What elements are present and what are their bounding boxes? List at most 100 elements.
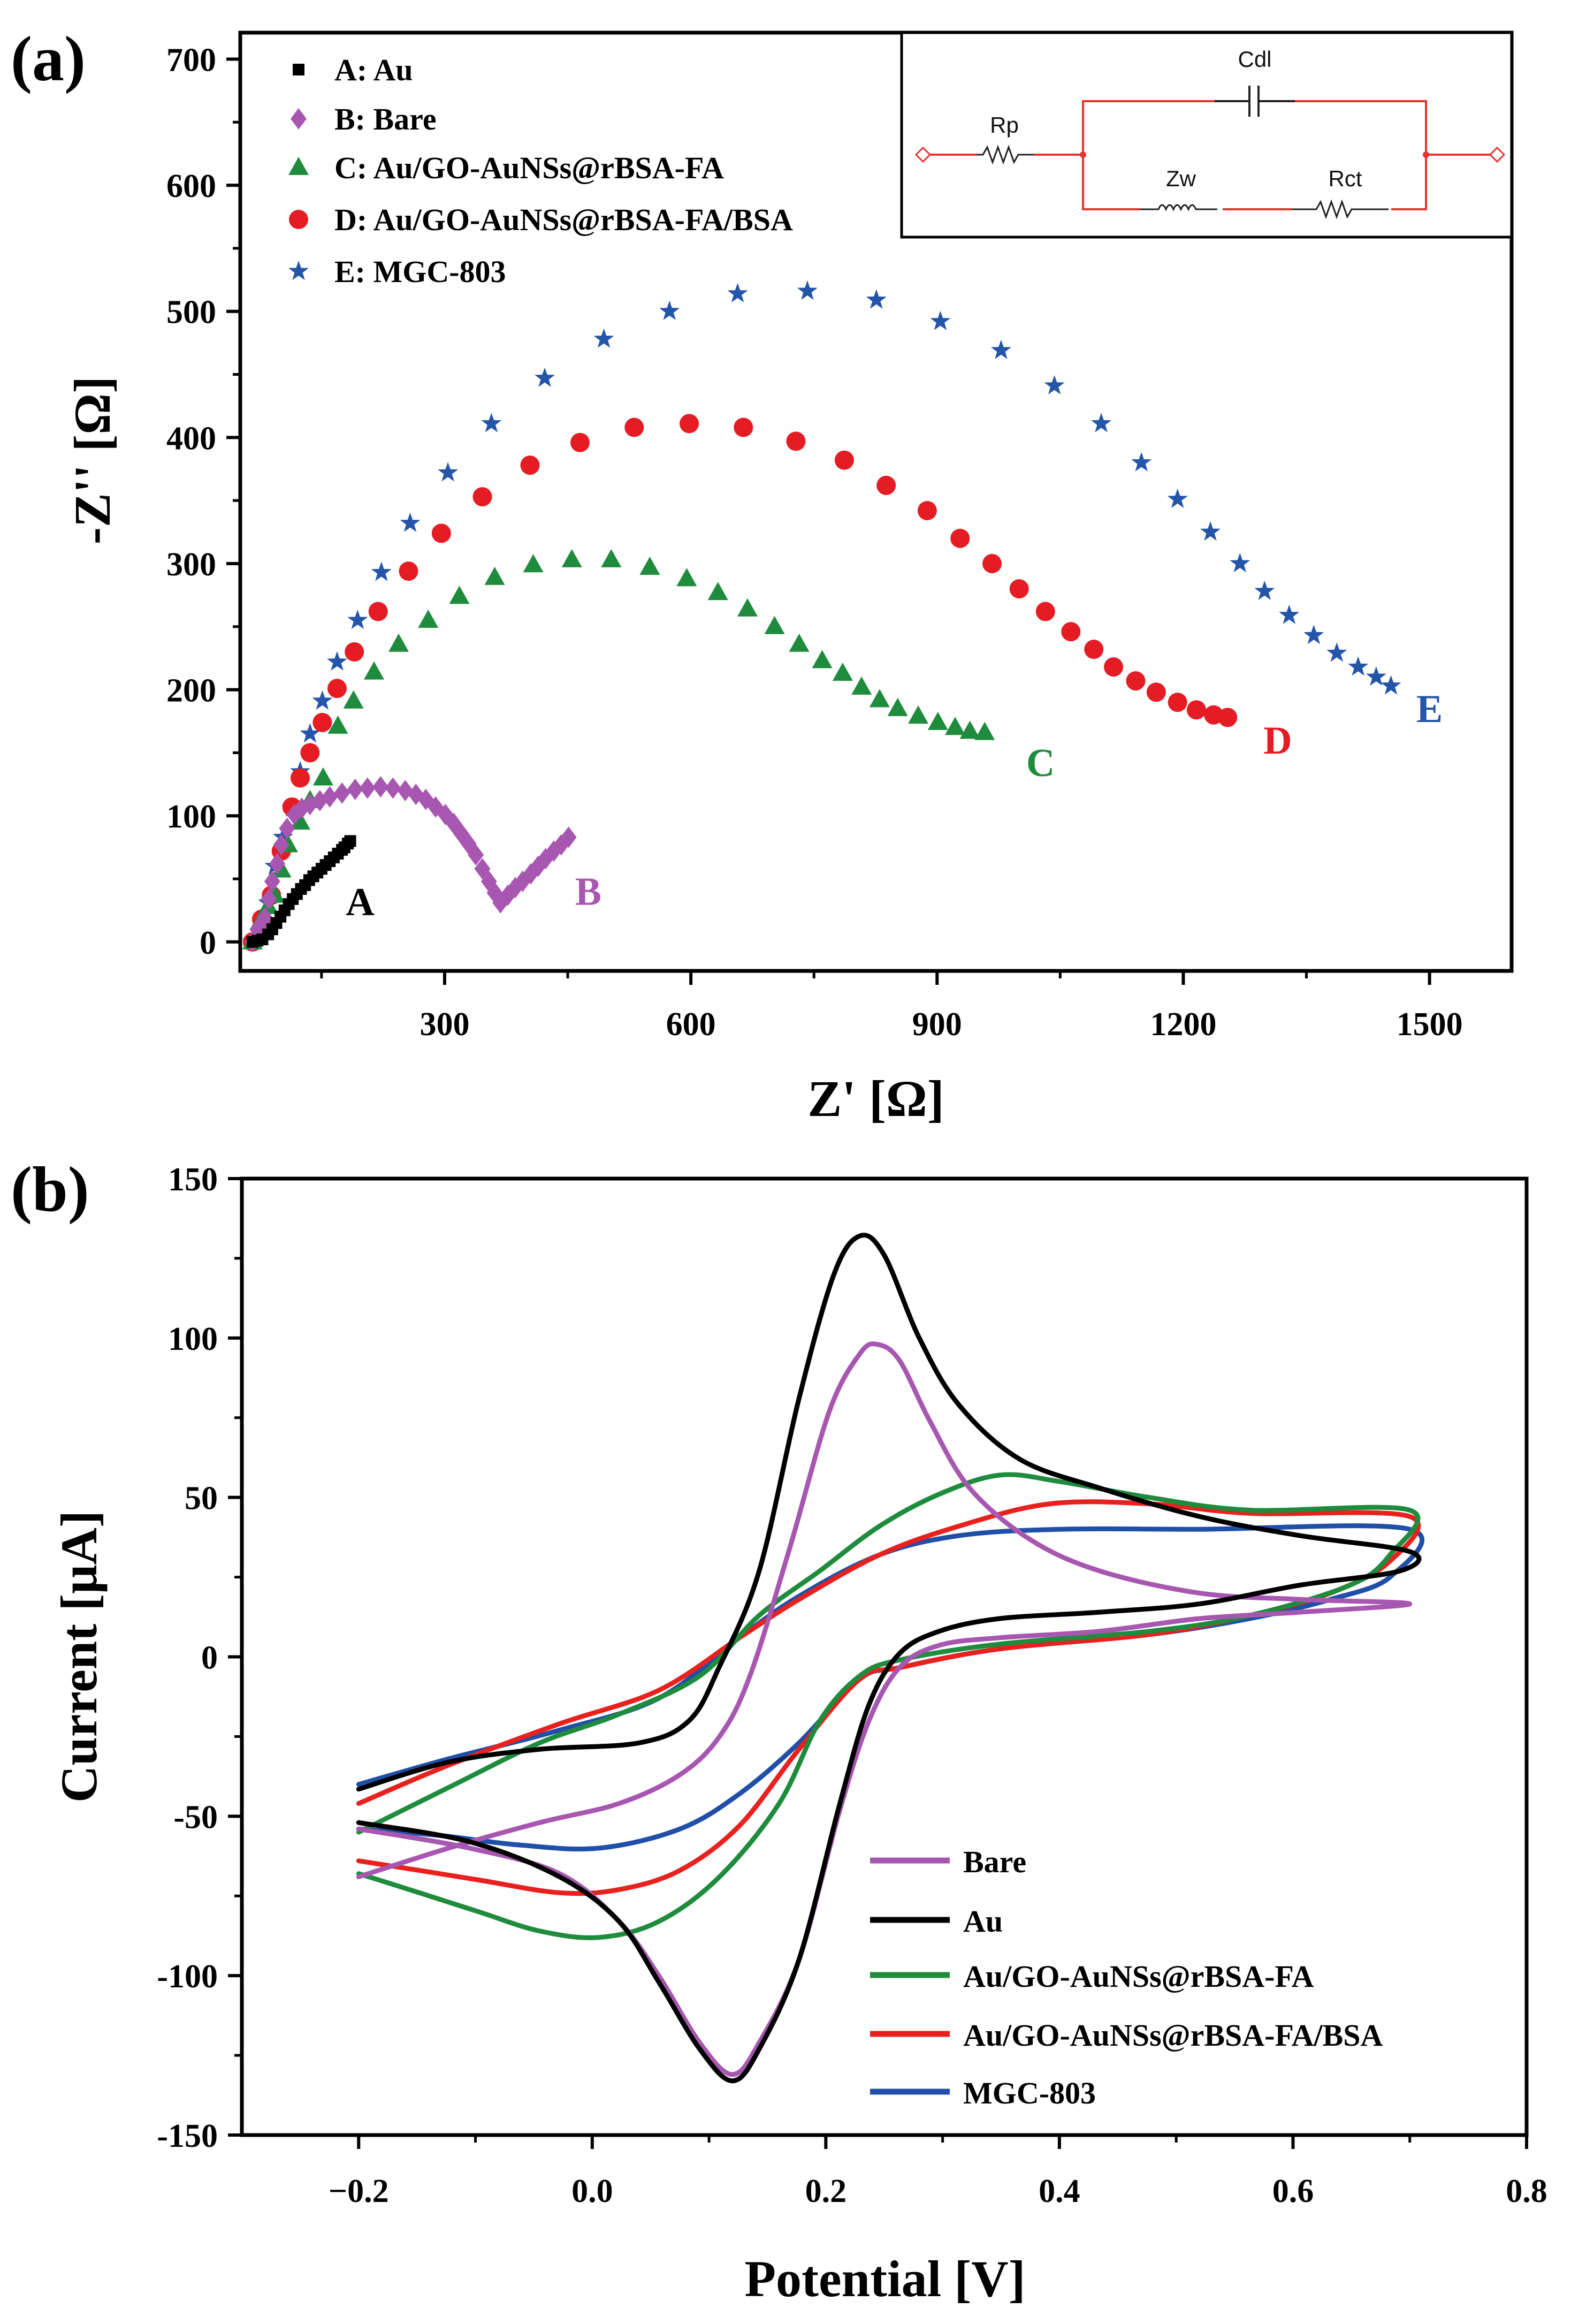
data-point [322,786,338,808]
data-point [272,826,293,846]
x-tick-label: 0.2 [805,2173,847,2209]
data-point [593,328,614,348]
data-point [851,676,872,695]
data-point [832,662,853,681]
data-point [1168,693,1187,712]
x-tick-label: 1200 [1150,1006,1216,1043]
data-point [1326,642,1347,662]
data-point [344,835,356,847]
data-point [1366,666,1386,686]
terminal-left-icon [914,146,932,163]
series-label-A: A [346,880,374,924]
terminal-right-icon [1489,146,1506,163]
data-point [561,549,582,567]
data-point [334,782,350,804]
y-tick-label: -50 [173,1799,218,1835]
cv-curve-au [356,1233,1422,2084]
legend: Bare Au Au/GO-AuNSs@rBSA-FA Au/GO-AuNSs@rBS… [870,1844,1383,2110]
data-point [950,528,970,548]
data-point [345,642,364,662]
data-point [1200,521,1221,541]
data-point [372,776,389,798]
data-point [1009,579,1029,599]
data-point [312,690,333,710]
data-point [680,414,699,434]
legend-label: A: Au [334,52,413,87]
data-point [300,743,320,763]
data-point [959,720,980,739]
data-point [982,553,1002,573]
data-point [418,609,439,628]
series-B [245,776,577,953]
legend-label: B: Bare [334,102,437,136]
data-point [343,690,364,709]
data-point [289,811,310,830]
data-point [1279,604,1300,624]
data-point [273,834,289,856]
legend-label: Au/GO-AuNSs@rBSA-FA [963,1959,1314,1994]
eis-nyquist-plot: 300 600 900 1200 1500 0 100 200 300 400 500 600 700 Z… [64,31,1514,1127]
legend-marker-diamond-icon [291,108,307,130]
legend: A: Au B: Bare C: Au/GO-AuNSs@rBSA-FA D: Au/… [288,52,793,289]
y-tick-label: 0 [200,925,216,961]
data-point [535,367,555,387]
data-point [388,633,409,652]
legend-marker-circle-icon [289,210,308,229]
y-tick-label: 0 [201,1640,218,1676]
data-point [737,598,758,617]
legend-label: MGC-803 [963,2076,1096,2110]
series-D [243,414,1238,952]
data-point [261,888,277,910]
data-point [300,723,321,743]
data-point [257,907,273,929]
data-point [866,289,887,309]
data-point [468,844,484,866]
data-point [385,777,401,799]
circuit-wires [928,100,1490,210]
y-tick-label: 400 [166,420,216,457]
x-axis-title: Potential [V] [744,2250,1025,2307]
data-point [1381,675,1401,695]
data-point [707,582,728,601]
data-point [520,455,540,475]
data-point [399,561,418,581]
capacitor-cdl-icon [1215,86,1295,117]
data-point [1167,488,1188,508]
x-tick-label: 0.4 [1039,2173,1080,2209]
y-tick-label: 700 [166,42,216,78]
data-point [676,568,697,587]
x-axis-title: Z' [Ω] [807,1070,944,1127]
x-tick-label: 1500 [1397,1006,1463,1043]
legend-label: D: Au/GO-AuNSs@rBSA-FA/BSA [334,202,793,237]
cv-plot: −0.2 0.0 0.2 0.4 0.6 0.8 150 100 50 0 -50 -100 -150 P… [50,1161,1547,2307]
y-tick-label: 100 [168,1321,218,1357]
data-point [601,549,622,567]
data-point [371,561,392,581]
data-point [327,715,348,734]
x-tick-label: 300 [420,1006,469,1043]
legend-marker-star-icon [288,261,309,280]
data-point [472,487,492,507]
x-tick-label: 0.8 [1506,2173,1547,2209]
data-point [312,767,333,786]
data-point [917,500,937,520]
y-tick-label: -100 [157,1958,218,1995]
data-point [290,768,310,788]
y-tick-label: 50 [185,1480,218,1517]
series-label-D: D [1263,719,1292,763]
data-point [812,650,833,669]
series-E [242,280,1401,951]
data-point [797,280,818,300]
y-tick-label: 100 [166,799,216,835]
data-point [1230,553,1250,573]
data-point [438,462,459,482]
data-point [869,689,890,708]
data-point [1061,622,1081,642]
rp-label: Rp [990,112,1019,138]
data-point [930,310,951,330]
data-point [907,705,928,724]
data-point [1091,413,1112,432]
resistor-rp-icon [977,145,1034,165]
y-tick-label: -150 [157,2118,218,2154]
series-A [247,835,356,948]
